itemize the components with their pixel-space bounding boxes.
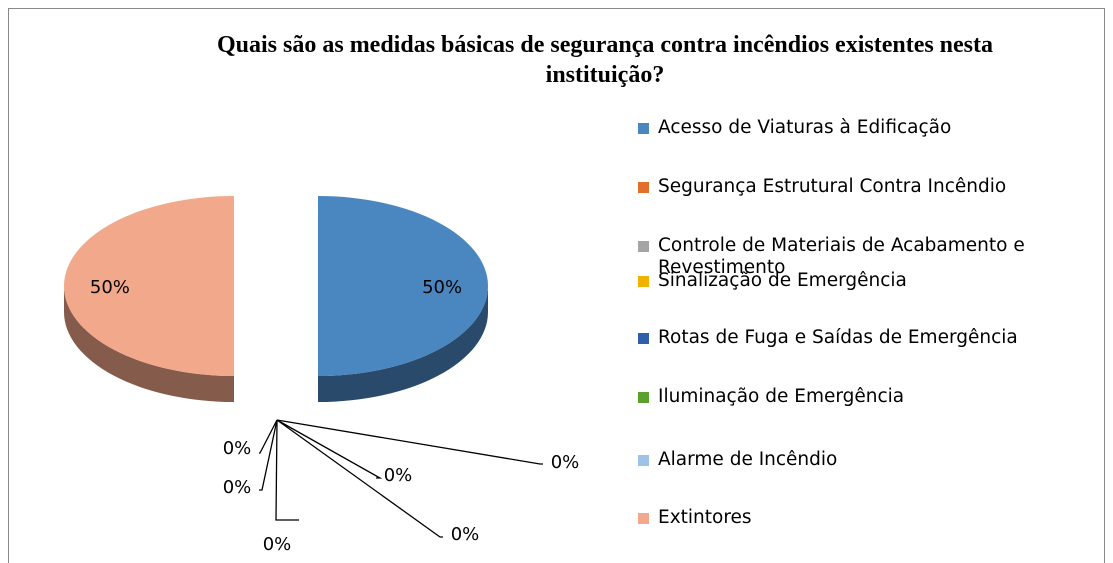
chart-title: Quais são as medidas básicas de seguranç… [216,32,994,88]
data-label: 0% [223,438,252,459]
data-label: 50% [422,277,462,298]
legend-swatch [638,241,649,252]
data-label: 0% [223,477,252,498]
legend-swatch [638,123,649,134]
slice-side [318,286,488,402]
chart-border [8,8,1105,563]
legend-label: Controle de Materiais de Acabamento e Re… [658,235,1025,278]
data-label: 0% [451,524,480,545]
legend-swatch [638,182,649,193]
leader-line [259,419,278,454]
data-label: 50% [90,277,130,298]
leader-line [275,419,299,521]
slice [318,196,488,402]
slice-top [64,196,234,376]
legend-label: Segurança Estrutural Contra Incêndio [658,176,1007,197]
pie [64,196,488,402]
leader-line [276,419,543,465]
slice-top [318,196,488,376]
leader-line [276,419,443,538]
legend-label: Rotas de Fuga e Saídas de Emergência [658,327,1018,348]
legend-label: Alarme de Incêndio [658,449,838,470]
legend-swatch [638,276,649,287]
legend-swatch [638,455,649,466]
legend-label: Iluminação de Emergência [658,386,905,407]
data-label: 0% [384,465,413,486]
legend-swatch [638,392,649,403]
legend-label: Sinalização de Emergência [658,270,907,291]
legend-swatch [638,513,649,524]
slice [64,196,234,402]
data-label: 0% [263,534,292,555]
legend-swatch [638,333,649,344]
leader-line [259,419,278,491]
slice-side [64,286,234,402]
data-label: 0% [551,452,580,473]
leader-line [276,419,383,479]
legend-label: Extintores [658,507,752,528]
legend-label: Acesso de Viaturas à Edificação [658,117,952,138]
